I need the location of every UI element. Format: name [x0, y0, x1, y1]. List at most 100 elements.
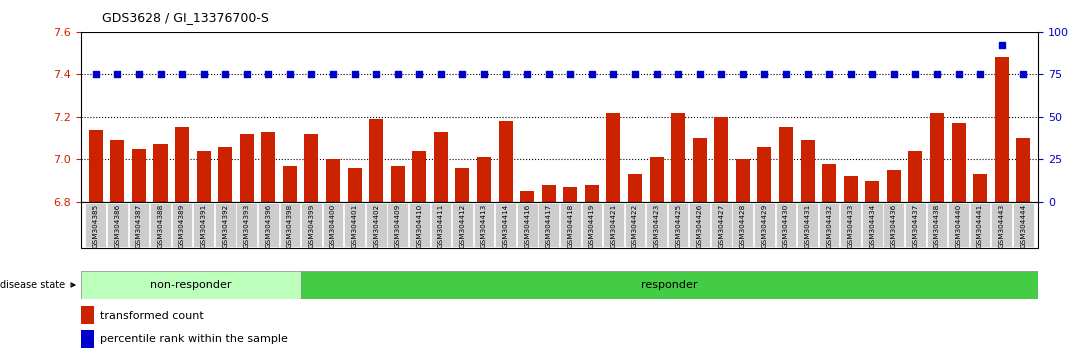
Point: [195, 72, 212, 77]
Bar: [455, 168, 469, 202]
Bar: [154, 144, 168, 202]
Text: GSM304412: GSM304412: [459, 204, 466, 248]
Text: GSM304414: GSM304414: [502, 204, 509, 248]
Text: GSM304401: GSM304401: [352, 204, 357, 248]
Text: GSM304430: GSM304430: [783, 204, 789, 248]
Bar: [498, 121, 512, 202]
Bar: [516, 203, 538, 247]
Text: GSM304386: GSM304386: [114, 204, 121, 248]
Bar: [348, 168, 362, 202]
Text: GSM304434: GSM304434: [869, 204, 875, 248]
Bar: [603, 203, 624, 247]
Point: [712, 72, 730, 77]
Text: GSM304396: GSM304396: [266, 204, 271, 248]
Text: GSM304402: GSM304402: [373, 204, 379, 248]
Text: GSM304417: GSM304417: [546, 204, 552, 248]
Text: GSM304409: GSM304409: [395, 204, 400, 248]
Bar: [819, 203, 839, 247]
Bar: [1013, 203, 1034, 247]
Text: GSM304443: GSM304443: [999, 204, 1005, 248]
Text: GSM304387: GSM304387: [136, 204, 142, 248]
Point: [972, 72, 989, 77]
Point: [454, 72, 471, 77]
Text: GSM304441: GSM304441: [977, 204, 983, 248]
Bar: [89, 130, 103, 202]
Bar: [883, 203, 904, 247]
Point: [691, 72, 708, 77]
Point: [109, 72, 126, 77]
Text: GSM304385: GSM304385: [93, 204, 99, 248]
Point: [907, 72, 924, 77]
Bar: [671, 113, 685, 202]
Point: [950, 72, 967, 77]
Point: [886, 72, 903, 77]
Point: [734, 72, 751, 77]
Text: GSM304411: GSM304411: [438, 204, 444, 248]
Bar: [711, 203, 732, 247]
Point: [648, 72, 665, 77]
Point: [216, 72, 233, 77]
Point: [821, 72, 838, 77]
Bar: [951, 123, 965, 202]
Text: percentile rank within the sample: percentile rank within the sample: [100, 334, 288, 344]
Bar: [994, 57, 1008, 202]
Bar: [948, 203, 968, 247]
Text: GSM304419: GSM304419: [589, 204, 595, 248]
Point: [540, 72, 557, 77]
Bar: [822, 164, 836, 202]
Bar: [280, 203, 300, 247]
Bar: [495, 203, 516, 247]
Point: [755, 72, 773, 77]
Bar: [908, 151, 922, 202]
Text: disease state: disease state: [0, 280, 74, 290]
Text: GSM304388: GSM304388: [157, 204, 164, 248]
Bar: [323, 203, 343, 247]
Bar: [776, 203, 796, 247]
Bar: [625, 203, 646, 247]
Text: GSM304413: GSM304413: [481, 204, 487, 248]
Bar: [129, 203, 150, 247]
Text: GSM304398: GSM304398: [287, 204, 293, 248]
Bar: [969, 203, 990, 247]
Bar: [714, 117, 728, 202]
Point: [87, 72, 104, 77]
Bar: [85, 203, 107, 247]
Bar: [754, 203, 775, 247]
Bar: [215, 203, 236, 247]
Bar: [369, 119, 383, 202]
Text: GSM304400: GSM304400: [330, 204, 336, 248]
Text: GSM304416: GSM304416: [524, 204, 530, 248]
Bar: [240, 134, 254, 202]
Bar: [865, 181, 879, 202]
Point: [476, 72, 493, 77]
Bar: [300, 271, 1038, 299]
Text: GSM304429: GSM304429: [762, 204, 767, 248]
Bar: [111, 140, 125, 202]
Bar: [391, 166, 405, 202]
Text: GSM304393: GSM304393: [244, 204, 250, 248]
Point: [302, 72, 320, 77]
Bar: [81, 271, 300, 299]
Point: [843, 72, 860, 77]
Point: [993, 42, 1010, 48]
Bar: [81, 306, 94, 324]
Bar: [326, 159, 340, 202]
Text: GSM304421: GSM304421: [610, 204, 617, 248]
Point: [433, 72, 450, 77]
Text: GSM304410: GSM304410: [416, 204, 422, 248]
Text: GSM304426: GSM304426: [697, 204, 703, 248]
Text: GSM304427: GSM304427: [719, 204, 724, 248]
Bar: [905, 203, 925, 247]
Bar: [538, 203, 560, 247]
Text: GSM304438: GSM304438: [934, 204, 940, 248]
Bar: [585, 185, 599, 202]
Point: [411, 72, 428, 77]
Bar: [887, 170, 901, 202]
Point: [390, 72, 407, 77]
Text: GSM304418: GSM304418: [567, 204, 574, 248]
Bar: [628, 174, 642, 202]
Bar: [283, 166, 297, 202]
Text: GSM304436: GSM304436: [891, 204, 896, 248]
Point: [497, 72, 514, 77]
Point: [929, 72, 946, 77]
